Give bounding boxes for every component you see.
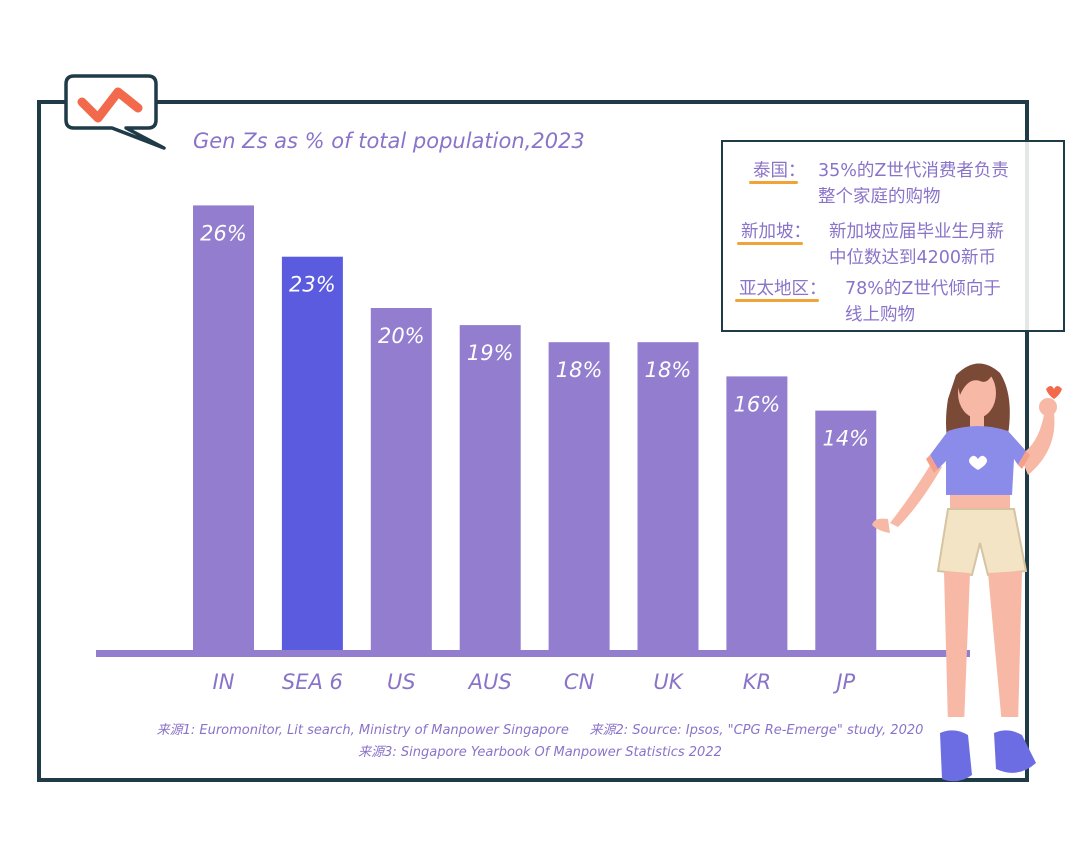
value-label: 20% bbox=[378, 324, 425, 348]
underline-mark bbox=[735, 299, 819, 302]
bar-aus bbox=[459, 325, 521, 650]
category-label: SEA 6 bbox=[282, 670, 343, 694]
info-text-line: 新加坡应届毕业生月薪 bbox=[829, 222, 1004, 242]
source-note-1: 来源1: Euromonitor, Lit search, Ministry o… bbox=[156, 723, 924, 738]
value-label: 18% bbox=[556, 358, 603, 382]
bar-kr bbox=[726, 376, 788, 650]
category-label: US bbox=[387, 670, 416, 694]
underline-mark bbox=[737, 242, 803, 245]
bar-uk bbox=[637, 342, 699, 650]
chart-title: Gen Zs as % of total population,2023 bbox=[193, 129, 585, 153]
bar-cn bbox=[548, 342, 610, 650]
category-label: AUS bbox=[467, 670, 512, 694]
value-label: 18% bbox=[645, 358, 692, 382]
bar-us bbox=[370, 308, 432, 650]
source-note-2: 来源3: Singapore Yearbook Of Manpower Stat… bbox=[358, 745, 722, 760]
value-label: 23% bbox=[289, 273, 336, 297]
info-key-apac: 亚太地区： bbox=[739, 279, 827, 299]
chart-frame bbox=[37, 100, 1029, 782]
info-text-line: 35%的Z世代消费者负责 bbox=[818, 161, 1009, 181]
value-label: 19% bbox=[467, 341, 514, 365]
info-text-line: 78%的Z世代倾向于 bbox=[845, 279, 1001, 299]
girl-illustration bbox=[868, 355, 1080, 795]
category-label: CN bbox=[564, 670, 595, 694]
bar-sea-6 bbox=[281, 256, 343, 650]
info-box: 泰国： 35%的Z世代消费者负责 整个家庭的购物 新加坡： 新加坡应届毕业生月薪… bbox=[721, 140, 1065, 332]
category-label: JP bbox=[832, 670, 855, 694]
info-text-line: 整个家庭的购物 bbox=[818, 187, 941, 207]
category-label: UK bbox=[653, 670, 684, 694]
trend-logo-icon bbox=[64, 74, 166, 150]
bar-jp bbox=[815, 410, 877, 650]
bar-in bbox=[193, 205, 254, 650]
info-key-singapore: 新加坡： bbox=[741, 222, 811, 242]
underline-mark bbox=[749, 181, 798, 184]
value-label: 26% bbox=[200, 221, 247, 245]
value-label: 14% bbox=[822, 427, 869, 451]
value-label: 16% bbox=[734, 392, 781, 416]
x-axis-line bbox=[96, 650, 970, 657]
info-key-thailand: 泰国： bbox=[753, 161, 806, 181]
category-label: KR bbox=[743, 670, 771, 694]
info-text-line: 线上购物 bbox=[845, 305, 915, 325]
category-label: IN bbox=[213, 670, 235, 694]
info-text-line: 中位数达到4200新币 bbox=[829, 248, 997, 268]
